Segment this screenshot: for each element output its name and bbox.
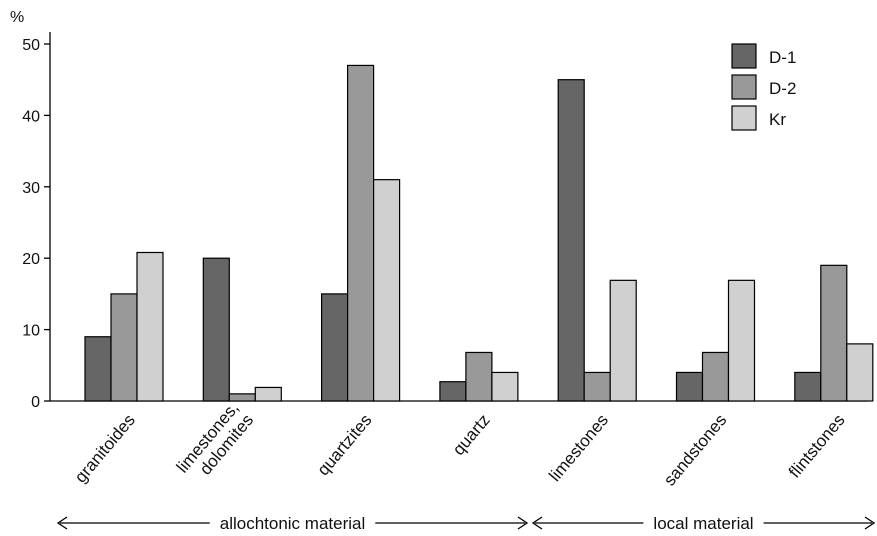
- x-category-label: limestones,dolomites: [173, 398, 257, 478]
- bar-kr-2: [373, 179, 401, 402]
- y-axis-ticks: 0 10 20 30 40 50: [22, 37, 50, 411]
- y-tick-label: 0: [31, 394, 40, 411]
- arrow-right-icon: [517, 516, 529, 530]
- x-category-label: limestones: [545, 411, 612, 485]
- legend-swatch: [731, 43, 757, 69]
- group-label: local material: [653, 514, 753, 533]
- bar-kr-3: [491, 371, 519, 402]
- bar-kr-5: [727, 279, 756, 402]
- arrow-right-icon: [864, 516, 876, 530]
- bar-d2-4: [583, 371, 611, 402]
- bar-kr-1: [254, 386, 282, 402]
- x-category-label-line: quartz: [449, 411, 494, 459]
- x-axis-category-labels: granitoides limestones,dolomites quartzite…: [71, 398, 849, 489]
- bar-kr-0: [136, 251, 164, 402]
- bar-d1-3: [439, 381, 467, 402]
- y-tick-label: 10: [22, 323, 40, 340]
- bar-d2-3: [465, 351, 493, 402]
- group-label: allochtonic material: [220, 514, 366, 533]
- x-category-label: quartzites: [314, 411, 376, 480]
- bar-d2-1: [228, 393, 256, 402]
- x-category-label-line: quartzites: [314, 411, 376, 480]
- bars: [84, 64, 874, 402]
- legend-label: D-1: [769, 48, 796, 67]
- x-category-label-line: limestones: [545, 411, 612, 485]
- y-axis-unit-label: %: [10, 9, 24, 26]
- x-category-label: sandstones: [660, 411, 730, 490]
- x-category-label: flintstones: [785, 411, 849, 482]
- bar-d1-1: [202, 257, 230, 402]
- arrow-left-icon: [531, 516, 543, 530]
- bar-d1-4: [557, 79, 585, 402]
- bar-kr-4: [609, 279, 637, 402]
- legend-swatch: [731, 74, 757, 100]
- bar-d2-6: [820, 264, 848, 402]
- legend: D-1 D-2 Kr: [731, 43, 796, 131]
- bar-kr-6: [846, 343, 874, 402]
- legend-label: Kr: [769, 110, 786, 129]
- bar-d1-5: [675, 371, 704, 402]
- bar-d1-0: [84, 336, 112, 402]
- bar-d1-2: [321, 293, 349, 402]
- x-category-label: quartz: [449, 411, 494, 459]
- y-tick-label: 30: [22, 180, 40, 197]
- x-category-label: granitoides: [71, 411, 139, 487]
- x-category-label-line: sandstones: [660, 411, 730, 490]
- x-category-label-line: granitoides: [71, 411, 139, 487]
- y-tick-label: 20: [22, 251, 40, 268]
- category-groups: allochtonic material local material: [56, 514, 876, 533]
- bar-d2-2: [347, 64, 375, 402]
- x-category-label-line: flintstones: [785, 411, 849, 482]
- y-tick-label: 40: [22, 108, 40, 125]
- bar-d1-6: [794, 371, 822, 402]
- bar-d2-0: [110, 293, 138, 402]
- legend-label: D-2: [769, 79, 796, 98]
- arrow-left-icon: [56, 516, 68, 530]
- legend-swatch: [731, 105, 757, 131]
- bar-d2-5: [701, 351, 730, 402]
- y-tick-label: 50: [22, 37, 40, 54]
